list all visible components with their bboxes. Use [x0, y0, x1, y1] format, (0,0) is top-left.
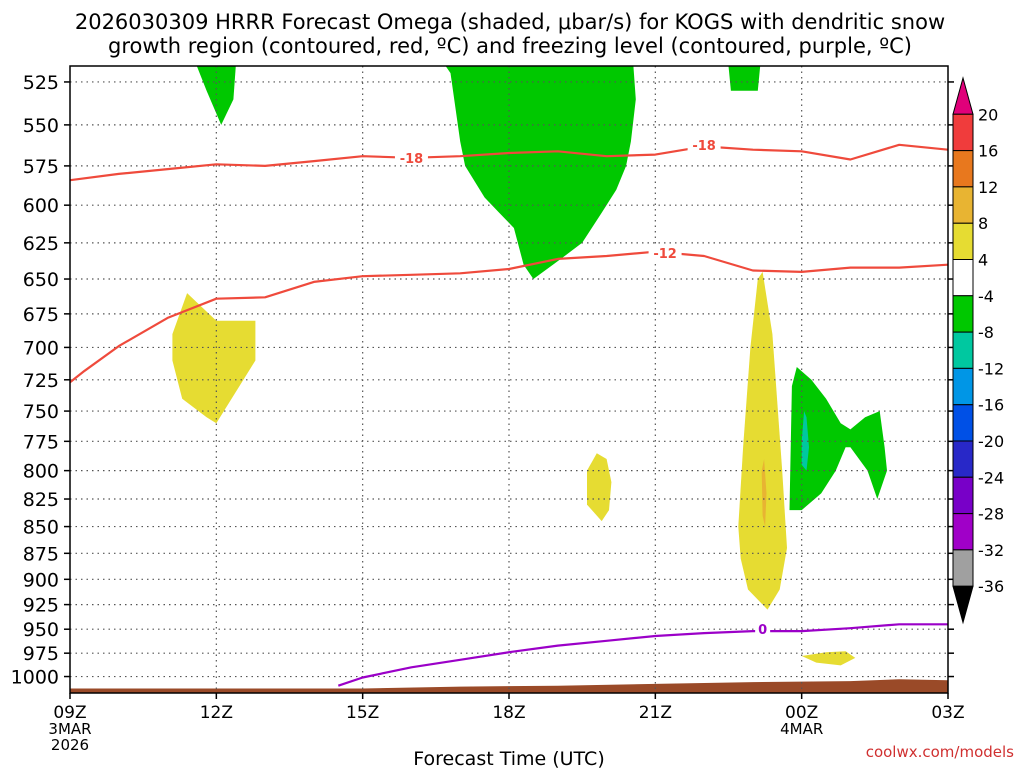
- y-tick-label-1000: 1000: [11, 667, 59, 689]
- colorbar-label-9: -20: [978, 432, 1004, 451]
- colorbar-label-5: -4: [978, 287, 994, 306]
- x-date-label-1-0: 4MAR: [780, 720, 823, 738]
- colorbar-segment-9: [952, 404, 974, 442]
- y-tick-label-550: 550: [23, 115, 59, 137]
- y-tick-label-600: 600: [23, 195, 59, 217]
- x-tick-label-03Z: 03Z: [931, 703, 964, 723]
- omega-shaded-region-3: [761, 459, 767, 527]
- contour-label-bg-3: [755, 621, 771, 637]
- y-tick-label-625: 625: [23, 233, 59, 255]
- x-tick-label-21Z: 21Z: [639, 703, 672, 723]
- omega-shaded-region-7: [728, 66, 761, 91]
- colorbar-segment-8: [952, 367, 974, 406]
- y-tick-label-800: 800: [23, 461, 59, 483]
- contour-label-3: 0: [758, 623, 767, 638]
- x-tick-label-12Z: 12Z: [200, 703, 233, 723]
- contour-label-2: -12: [653, 247, 677, 262]
- colorbar-label-7: -12: [978, 359, 1004, 378]
- colorbar-label-4: 4: [978, 251, 988, 270]
- x-date-label-0-0: 3MAR: [48, 720, 91, 738]
- colorbar-label-13: -36: [978, 577, 1004, 596]
- x-axis-title: Forecast Time (UTC): [413, 748, 604, 768]
- y-tick-label-850: 850: [23, 517, 59, 539]
- y-tick-label-825: 825: [23, 489, 59, 511]
- omega-shaded-region-5: [196, 66, 236, 125]
- colorbar-segment-7: [952, 331, 974, 369]
- x-tick-label-09Z: 09Z: [53, 703, 86, 723]
- omega-shaded-region-6: [445, 66, 636, 279]
- y-tick-label-575: 575: [23, 156, 59, 178]
- colorbar-label-8: -16: [978, 396, 1004, 415]
- x-tick-label-15Z: 15Z: [346, 703, 379, 723]
- y-tick-label-675: 675: [23, 304, 59, 326]
- contour-line-minus18: [70, 143, 948, 182]
- colorbar-segment-3: [952, 186, 974, 224]
- colorbar-segment-6: [952, 295, 974, 333]
- chart-title-line-1: 2026030309 HRRR Forecast Omega (shaded, …: [75, 10, 945, 34]
- y-tick-label-925: 925: [23, 595, 59, 617]
- y-tick-label-950: 950: [23, 619, 59, 641]
- y-axis: 525 550 575 600 625 650 675 700 725 750 775 800 825 8…: [11, 72, 954, 689]
- colorbar-segment-1: [952, 113, 974, 152]
- omega-shaded-region-9: [801, 411, 809, 471]
- y-tick-label-725: 725: [23, 370, 59, 392]
- omega-shaded-region-2: [738, 271, 787, 610]
- x-tick-label-18Z: 18Z: [492, 703, 525, 723]
- plot-frame: [69, 65, 949, 694]
- contour-line-0: [337, 623, 948, 687]
- contour-line-minus12: [70, 250, 948, 384]
- y-tick-label-900: 900: [23, 569, 59, 591]
- x-tick-label-00Z: 00Z: [785, 703, 818, 723]
- contour-label-bg-2: [648, 245, 682, 261]
- contour-label-bg-1: [687, 136, 721, 152]
- y-tick-label-650: 650: [23, 269, 59, 291]
- colorbar-label-6: -8: [978, 323, 994, 342]
- y-tick-label-975: 975: [23, 643, 59, 665]
- colorbar-legend: 20 16 12 8 4 -4 -8 -12 -16 -20 -24 -28 -32 -36: [952, 76, 1004, 625]
- colorbar-segment-11: [952, 476, 974, 515]
- grid-lines: [70, 66, 948, 693]
- x-date-label-0-1: 2026: [51, 736, 89, 754]
- y-tick-label-775: 775: [23, 431, 59, 453]
- contour-label-bg-0: [394, 149, 428, 165]
- colorbar-segment-5: [952, 259, 974, 297]
- colorbar-label-0: 20: [978, 105, 998, 124]
- colorbar-label-10: -24: [978, 468, 1004, 487]
- credit-text: coolwx.com/models: [866, 743, 1014, 761]
- colorbar-segment-14: [952, 585, 974, 625]
- omega-shaded-region-8: [789, 367, 887, 511]
- y-tick-label-750: 750: [23, 401, 59, 423]
- colorbar-segment-4: [952, 222, 974, 260]
- contour-lines: -18 -18 -12 0: [70, 136, 948, 687]
- omega-shaded-region-4: [801, 651, 856, 666]
- chart-title-line-2: growth region (contoured, red, ºC) and f…: [108, 34, 912, 58]
- contour-label-0: -18: [400, 152, 424, 167]
- colorbar-label-3: 8: [978, 214, 988, 233]
- colorbar-label-2: 12: [978, 178, 998, 197]
- terrain-surface: [70, 679, 948, 693]
- colorbar-label-11: -28: [978, 505, 1004, 524]
- colorbar-segment-13: [952, 549, 974, 587]
- colorbar-segment-12: [952, 513, 974, 551]
- colorbar-segment-10: [952, 440, 974, 478]
- contour-label-1: -18: [692, 139, 716, 154]
- colorbar-segment-0: [952, 76, 974, 115]
- y-tick-label-525: 525: [23, 72, 59, 94]
- y-tick-label-875: 875: [23, 543, 59, 565]
- colorbar-segment-2: [952, 150, 974, 188]
- colorbar-label-1: 16: [978, 142, 998, 161]
- omega-shaded-region-0: [172, 293, 256, 424]
- colorbar-label-12: -32: [978, 541, 1004, 560]
- y-tick-label-700: 700: [23, 337, 59, 359]
